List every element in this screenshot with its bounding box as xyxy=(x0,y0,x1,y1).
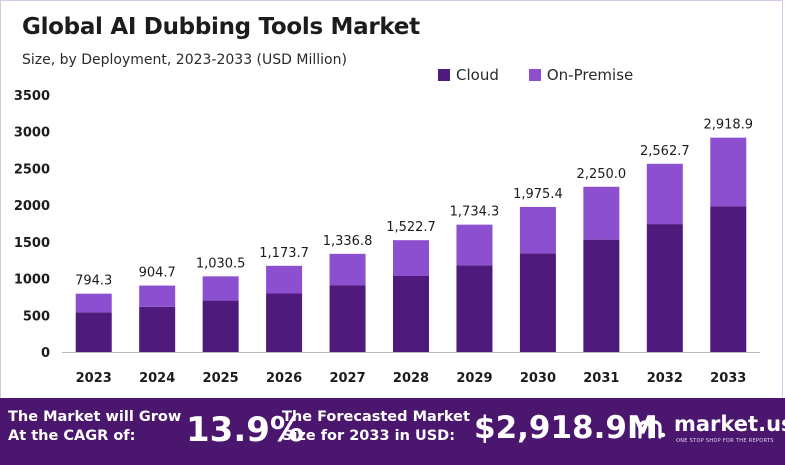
legend-label-cloud: Cloud xyxy=(456,66,499,84)
bar-cloud xyxy=(329,285,366,352)
x-tick-label: 2026 xyxy=(266,371,302,386)
bar-cloud xyxy=(519,253,556,352)
bar-on-premise xyxy=(75,293,112,313)
bar-cloud xyxy=(646,224,683,352)
market-us-logo-icon xyxy=(638,420,666,439)
stacked-bar-chart: 0 500 1000 1500 2000 2500 3000 3500 794.3 2023 904… xyxy=(14,89,760,386)
bar-total-label: 2,562.7 xyxy=(640,144,690,159)
bar-cloud xyxy=(393,276,429,352)
x-tick-label: 2029 xyxy=(456,371,492,386)
y-tick-label: 1000 xyxy=(14,273,50,288)
x-tick-label: 2031 xyxy=(583,371,619,386)
bar-cloud xyxy=(139,306,176,352)
y-tick-label: 0 xyxy=(41,346,50,361)
bar-cloud xyxy=(202,300,239,352)
x-tick-label: 2024 xyxy=(139,371,175,386)
bar-on-premise xyxy=(519,206,556,254)
bar-total-label: 904.7 xyxy=(139,266,176,281)
forecast-value: $2,918.9M xyxy=(474,410,658,446)
bar-on-premise xyxy=(583,186,620,240)
bar-on-premise xyxy=(139,285,176,307)
bar-total-label: 1,173.7 xyxy=(259,246,309,261)
brand-name: market.us xyxy=(674,412,785,436)
bar-total-label: 794.3 xyxy=(75,274,112,289)
bar-total-label: 1,734.3 xyxy=(450,205,500,220)
bar-total-label: 1,975.4 xyxy=(513,187,563,202)
y-tick-label: 3500 xyxy=(14,89,50,104)
x-tick-label: 2028 xyxy=(393,371,429,386)
forecast-text: The Forecasted Market Size for 2033 in U… xyxy=(282,409,470,444)
bar-on-premise xyxy=(646,163,683,225)
bar-total-label: 1,336.8 xyxy=(323,234,373,249)
bar-total-label: 1,522.7 xyxy=(386,220,436,235)
y-tick-label: 3000 xyxy=(14,126,50,141)
bar-cloud xyxy=(456,265,493,352)
y-tick-label: 2500 xyxy=(14,162,50,177)
cagr-text: The Market will Grow At the CAGR of: xyxy=(8,409,182,444)
legend-item-cloud: Cloud xyxy=(438,66,499,84)
bar-on-premise xyxy=(266,265,303,294)
bar-on-premise xyxy=(456,224,493,266)
chart-subtitle: Size, by Deployment, 2023-2033 (USD Mill… xyxy=(22,52,347,68)
legend-swatch-cloud xyxy=(438,69,450,81)
x-tick-label: 2033 xyxy=(710,371,746,386)
x-tick-label: 2027 xyxy=(329,371,365,386)
bar-cloud xyxy=(583,239,620,352)
legend: Cloud On-Premise xyxy=(438,66,663,84)
x-tick-label: 2030 xyxy=(520,371,556,386)
chart-title: Global AI Dubbing Tools Market xyxy=(22,14,420,40)
cagr-value: 13.9% xyxy=(186,410,304,450)
bar-cloud xyxy=(75,312,112,352)
bar-total-label: 2,918.9 xyxy=(703,118,753,133)
x-tick-label: 2023 xyxy=(76,371,112,386)
bar-on-premise xyxy=(393,240,429,277)
legend-swatch-on-premise xyxy=(528,69,541,81)
legend-item-on-premise: On-Premise xyxy=(528,66,634,84)
y-tick-label: 2000 xyxy=(14,199,50,214)
x-tick-label: 2032 xyxy=(647,371,683,386)
bar-on-premise xyxy=(710,137,747,207)
x-tick-label: 2025 xyxy=(203,371,239,386)
legend-label-on-premise: On-Premise xyxy=(546,66,634,84)
bar-total-label: 1,030.5 xyxy=(196,256,246,271)
bar-cloud xyxy=(266,293,303,352)
y-tick-label: 1500 xyxy=(14,236,50,251)
footer-banner: The Market will Grow At the CAGR of: 13.… xyxy=(0,398,785,465)
y-tick-label: 500 xyxy=(23,309,50,324)
bar-cloud xyxy=(710,206,747,352)
bar-on-premise xyxy=(329,253,366,286)
bar-on-premise xyxy=(202,276,239,301)
bar-total-label: 2,250.0 xyxy=(577,167,627,182)
brand-tagline: ONE STOP SHOP FOR THE REPORTS xyxy=(676,438,774,444)
